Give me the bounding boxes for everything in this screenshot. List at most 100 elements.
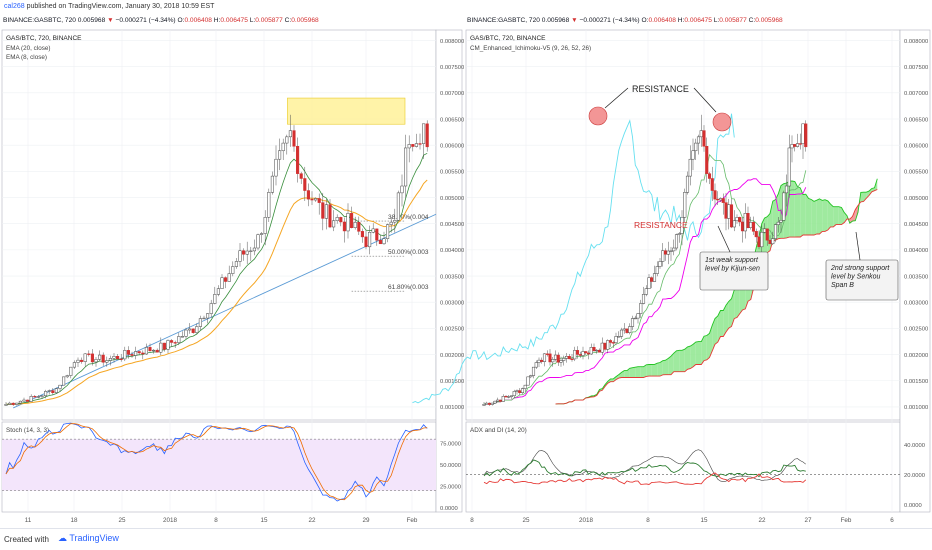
right-candle	[790, 144, 794, 149]
publish-text: published on TradingView.com, January 30…	[26, 3, 215, 10]
left-candle	[33, 396, 37, 398]
left-candle	[242, 250, 246, 255]
legend-entry: EMA (20, close)	[6, 45, 50, 52]
tradingview-logo[interactable]: ☁ TradingView	[58, 533, 119, 544]
ichimoku-cloud-segment	[869, 188, 872, 196]
left-candle	[418, 143, 422, 145]
x-tick-label: 8	[470, 517, 474, 524]
left-candle	[18, 400, 22, 404]
left-candle	[360, 231, 364, 238]
last-price: 0.005968	[77, 17, 106, 24]
left-candle	[76, 359, 80, 363]
x-tick-label: Feb	[841, 517, 852, 524]
right-candle	[628, 326, 632, 333]
author-link[interactable]: cal268	[4, 3, 25, 10]
x-tick-label: 25	[118, 517, 126, 524]
right-candle	[680, 217, 684, 234]
y-tick-label: 0.001000	[440, 405, 464, 411]
right-candle	[666, 250, 670, 255]
x-tick-label: 22	[758, 517, 766, 524]
publish-line: cal268 published on TradingView.com, Jan…	[4, 3, 214, 10]
ichimoku-cloud-segment	[808, 198, 812, 236]
right-candle	[705, 146, 709, 174]
legend-entry: CM_Enhanced_Ichimoku-V5 (9, 26, 52, 26)	[470, 45, 591, 52]
right-candle	[636, 313, 640, 319]
brand-label: TradingView	[69, 533, 119, 543]
di-minus-line	[483, 472, 807, 485]
left-candle	[288, 130, 292, 138]
right-candle	[600, 342, 604, 353]
ichimoku-cloud-segment	[684, 346, 688, 372]
left-candle	[227, 273, 231, 282]
right-candle	[707, 173, 712, 179]
ichimoku-cloud-segment	[803, 194, 806, 236]
indicator-y-tick: 20.0000	[904, 473, 925, 479]
right-candle	[641, 294, 646, 304]
right-candle	[757, 236, 761, 248]
left-candle	[386, 224, 390, 239]
y-tick-label: 0.003500	[904, 274, 928, 280]
right-candle	[567, 356, 571, 360]
left-candle	[36, 396, 40, 398]
x-tick-label: 15	[700, 517, 708, 524]
right-candle	[507, 396, 511, 398]
ichimoku-cloud-segment	[720, 310, 724, 337]
span-b-callout-box	[825, 259, 899, 301]
left-candle	[375, 228, 379, 241]
annotation-arrow	[604, 87, 629, 109]
right-candle	[562, 358, 566, 361]
symbol-line-left: BINANCE:GASBTC, 720 0.005968 ▼ −0.000271…	[3, 17, 319, 24]
x-tick-label: 22	[308, 517, 316, 524]
right-candle	[663, 250, 668, 255]
left-candle	[191, 328, 195, 333]
callout-pointer	[855, 231, 861, 261]
right-candle	[699, 130, 703, 138]
symbol-name: BINANCE:GASBTC, 720	[467, 17, 540, 24]
right-candle	[608, 340, 613, 343]
left-candle	[389, 221, 393, 225]
left-candle	[29, 396, 33, 402]
left-candle	[414, 143, 418, 147]
y-tick-label: 0.003000	[440, 301, 464, 307]
right-candle	[782, 192, 786, 221]
left-candle	[69, 366, 73, 376]
left-candle	[101, 354, 105, 363]
left-candle	[274, 158, 278, 177]
y-tick-label: 0.005500	[440, 170, 464, 176]
left-candle	[332, 220, 336, 228]
left-candle	[170, 340, 174, 343]
left-candle	[245, 250, 249, 255]
ichimoku-cloud-segment	[789, 180, 792, 238]
right-candle	[586, 352, 591, 355]
left-candle	[321, 202, 325, 219]
ichimoku-cloud-segment	[673, 350, 677, 372]
right-candle	[652, 273, 657, 282]
right-candle	[650, 277, 654, 282]
y-tick-label: 0.003500	[440, 274, 464, 280]
x-tick-label: 27	[804, 517, 812, 524]
right-candle	[688, 158, 692, 177]
left-candle	[256, 234, 260, 249]
left-candle	[134, 351, 138, 356]
y-tick-label: 0.008000	[440, 39, 464, 45]
right-candle	[760, 232, 764, 248]
left-candle	[357, 222, 361, 232]
y-tick-label: 0.004500	[904, 222, 928, 228]
right-candle	[801, 123, 805, 144]
right-candle	[691, 150, 695, 160]
ichimoku-cloud-segment	[629, 367, 633, 378]
right-candle	[702, 130, 706, 147]
fib-level-label: 61.80%(0.003	[388, 284, 429, 291]
ichimoku-cloud-segment	[668, 356, 671, 375]
x-tick-label: 15	[260, 517, 268, 524]
tradingview-icon: ☁	[58, 533, 67, 543]
left-candle	[177, 336, 181, 343]
right-candle	[655, 266, 659, 274]
right-candle	[779, 220, 783, 223]
chart-canvas[interactable]: 0.008000 0.007500 0.007000 0.006500 0.006000…	[0, 0, 932, 528]
ichimoku-cloud-segment	[618, 372, 622, 379]
left-candle	[220, 277, 224, 289]
down-arrow-icon: ▼	[571, 17, 578, 24]
right-candle	[542, 353, 547, 362]
left-candle	[98, 354, 102, 360]
